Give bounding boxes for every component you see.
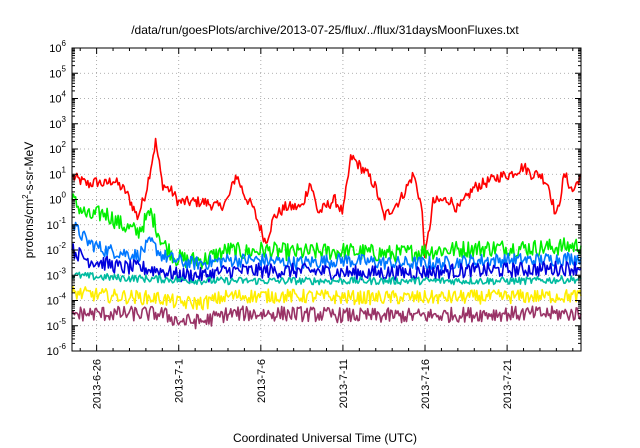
x-tick-label: 2013-7-16 [420, 359, 432, 409]
y-tick-label: 101 [49, 165, 66, 181]
y-tick-label: 10-4 [47, 292, 67, 308]
y-tick-label: 10-1 [47, 216, 67, 232]
y-axis-ticks: 10-6 10-5 10-4 10-3 10-2 10-1 100 101 102 103 104 1… [47, 39, 581, 358]
y-tick-label: 10-5 [47, 317, 67, 333]
chart-title: /data/run/goesPlots/archive/2013-07-25/f… [131, 23, 519, 37]
y-tick-label: 10-6 [47, 342, 67, 358]
series-line [71, 137, 582, 259]
x-tick-label: 2013-7-11 [338, 359, 350, 408]
y-tick-label: 104 [49, 90, 66, 106]
x-tick-label: 2013-7-21 [502, 359, 514, 409]
x-tick-label: 2013-6-26 [92, 359, 104, 409]
grid-lines [72, 48, 581, 351]
y-tick-label: 10-3 [47, 266, 67, 282]
y-tick-label: 105 [49, 64, 66, 80]
y-tick-label: 10-2 [47, 241, 67, 257]
data-series [71, 137, 582, 330]
series-line [71, 305, 582, 330]
x-axis-label: Coordinated Universal Time (UTC) [233, 431, 417, 445]
y-tick-label: 102 [49, 140, 66, 156]
y-tick-label: 100 [49, 191, 66, 207]
y-axis-label: protons/cm2-s-sr-MeV [21, 142, 36, 258]
series-line [71, 243, 582, 283]
x-tick-label: 2013-7-6 [256, 359, 268, 403]
y-tick-label: 106 [49, 39, 66, 55]
x-axis-ticks: 2013-6-26 2013-7-1 2013-7-6 2013-7-11 2013-7… [79, 48, 574, 409]
series-line [71, 286, 582, 311]
y-tick-label: 103 [49, 115, 66, 131]
series-line [71, 271, 582, 286]
x-tick-label: 2013-7-1 [174, 359, 186, 403]
series-line [71, 221, 582, 271]
